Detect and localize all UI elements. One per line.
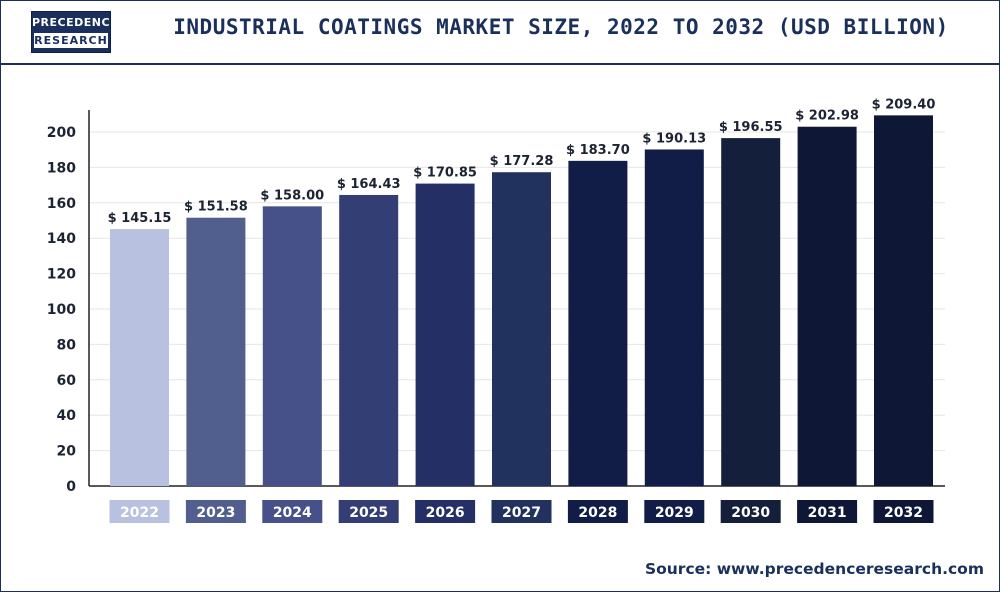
x-label-box [185,500,246,523]
y-tick-label: 40 [57,408,77,424]
x-tick-label: 2030 [731,505,770,521]
x-tick-label: 2024 [273,505,312,521]
x-label-box [873,500,934,523]
y-tick-label: 140 [47,231,76,247]
y-tick-label: 80 [57,337,77,353]
x-tick-label: 2023 [196,505,235,521]
bar-2028 [568,160,628,486]
x-label-box [415,500,476,523]
data-label: $ 158.00 [260,188,324,203]
x-tick-label: 2029 [655,505,694,521]
y-tick-label: 200 [47,125,76,141]
y-tick-label: 20 [57,444,77,460]
x-label-box [109,500,170,523]
data-label: $ 202.98 [795,109,859,124]
data-label: $ 145.15 [108,211,172,226]
y-tick-label: 160 [47,196,76,212]
header: PRECEDENCE RESEARCH INDUSTRIAL COATINGS … [1,1,999,65]
brand-logo-line2: RESEARCH [34,33,108,48]
data-label: $ 183.70 [566,143,630,158]
x-label-box [720,500,781,523]
data-label: $ 164.43 [337,177,401,192]
y-tick-label: 180 [47,160,76,176]
bar-2031 [797,126,857,486]
x-label-box [567,500,628,523]
bar-2032 [874,115,933,486]
x-tick-label: 2026 [426,505,465,521]
x-label-box [491,500,552,523]
data-label: $ 170.85 [413,166,477,181]
brand-logo: PRECEDENCE RESEARCH [31,11,119,53]
brand-logo-line1: PRECEDENCE [32,16,119,29]
y-tick-label: 120 [47,267,76,283]
data-label: $ 196.55 [719,120,783,135]
x-label-box [262,500,323,523]
y-tick-label: 60 [57,373,77,389]
x-label-box [644,500,705,523]
x-tick-label: 2027 [502,505,541,521]
y-tick-label: 0 [66,479,76,495]
bar-2025 [339,194,399,486]
x-tick-label: 2025 [349,505,388,521]
x-tick-label: 2032 [884,505,923,521]
bar-2023 [186,217,246,486]
data-label: $ 190.13 [642,131,706,146]
chart-title: INDUSTRIAL COATINGS MARKET SIZE, 2022 TO… [173,15,949,39]
data-label: $ 151.58 [184,200,248,215]
data-label: $ 177.28 [490,154,554,169]
x-label-box [338,500,399,523]
source-text: Source: www.precedenceresearch.com [644,560,984,578]
x-tick-label: 2028 [578,505,617,521]
bar-2022 [110,229,169,486]
x-label-box [797,500,858,523]
data-label: $ 209.40 [872,97,936,112]
bar-2024 [262,206,322,486]
bar-2026 [415,183,475,486]
y-tick-label: 100 [47,302,76,318]
bar-2030 [721,138,781,486]
x-tick-label: 2022 [120,505,159,521]
x-tick-label: 2031 [808,505,847,521]
bar-2027 [492,172,551,486]
bar-2029 [644,149,704,486]
